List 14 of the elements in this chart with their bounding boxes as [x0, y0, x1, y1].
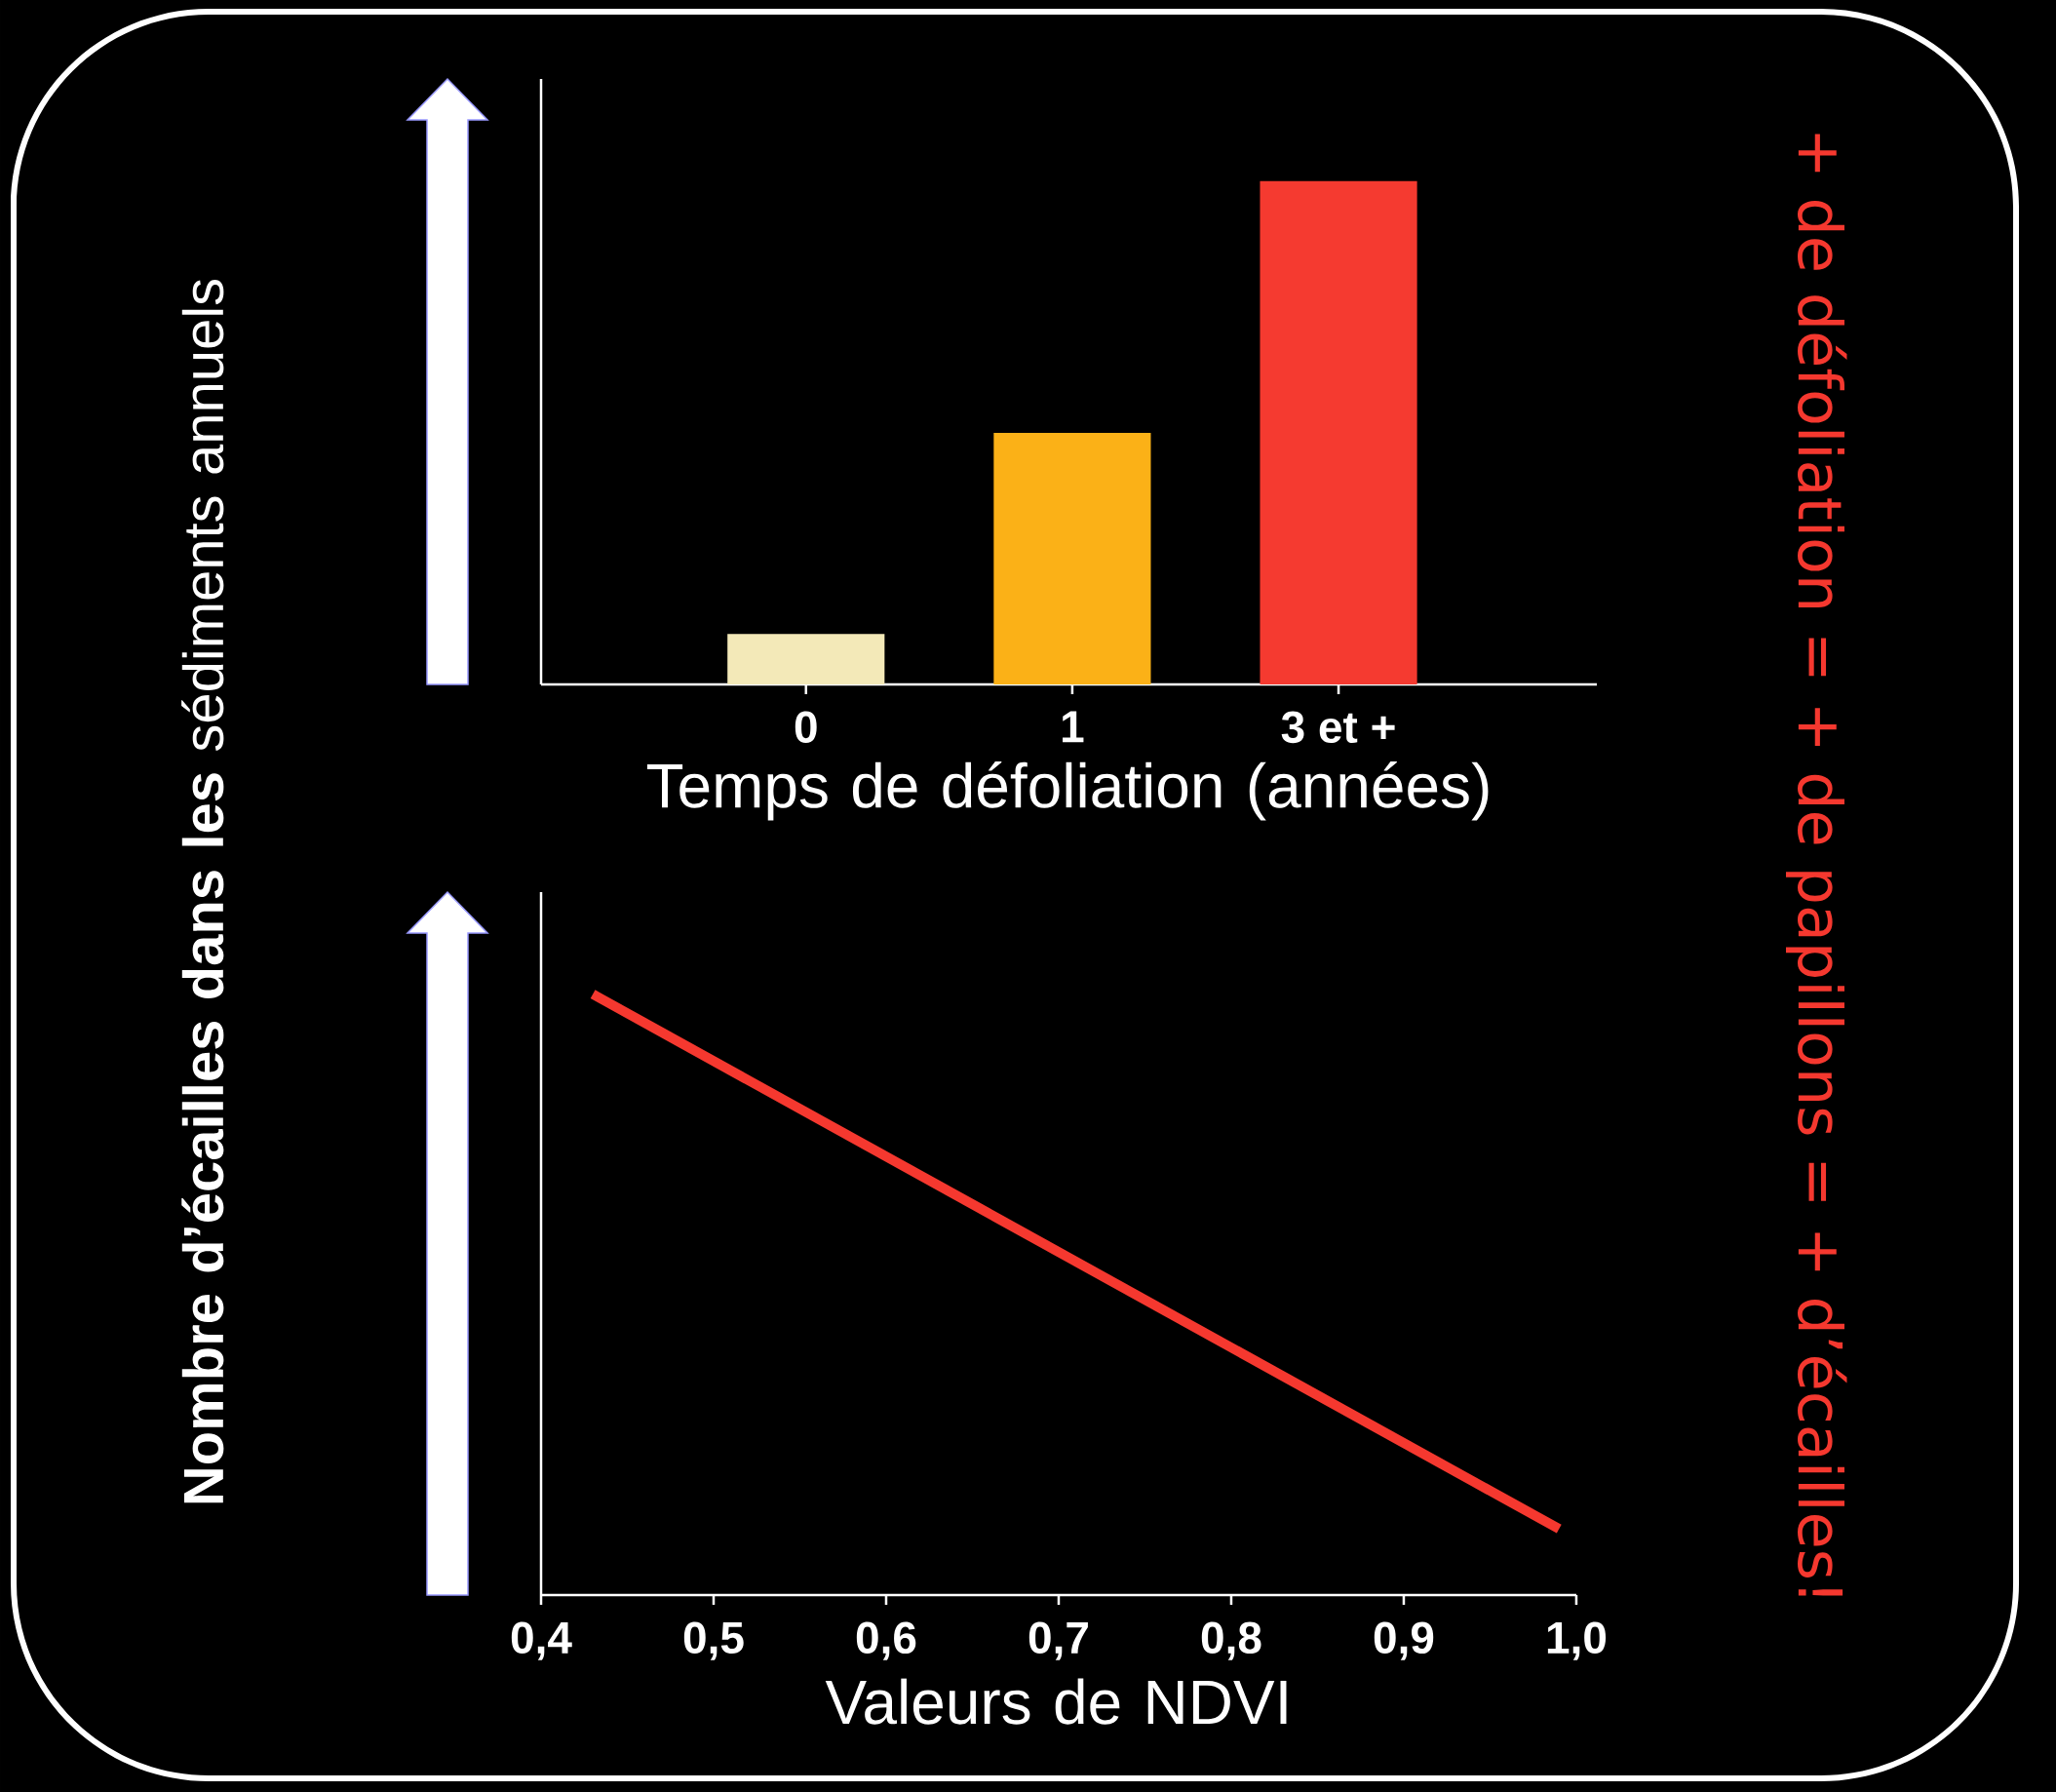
y-axis-title: Nombre d’écailles dans les sédiments annuels [181, 279, 224, 1503]
x-tick-label: 1,0 [1547, 1621, 1607, 1660]
x-tick-label: 3 et + [1281, 711, 1395, 744]
x-tick-label: 0,6 [856, 1621, 916, 1660]
x-axis-title: Temps de défoliation (années) [646, 761, 1489, 821]
x-tick-label: 0,8 [1201, 1621, 1261, 1660]
x-tick-label: 1 [1063, 711, 1084, 743]
x-tick-label: 0,5 [683, 1621, 744, 1660]
text: + de défoliation = + de papillons = + d’écailles! [1786, 134, 1847, 1596]
x-tick-label: 0 [795, 711, 817, 744]
x-tick-label: 0,4 [511, 1621, 572, 1660]
x-tick-label: 0,7 [1028, 1621, 1088, 1660]
x-axis-title: Valeurs de NDVI [825, 1678, 1287, 1725]
x-tick-label: 0,9 [1374, 1621, 1434, 1660]
